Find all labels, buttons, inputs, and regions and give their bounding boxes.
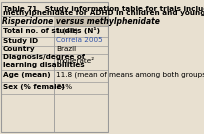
- Text: Brazil: Brazil: [56, 46, 76, 52]
- Text: Study ID: Study ID: [3, 38, 38, 44]
- Text: Table 71   Study information table for trials included in the a: Table 71 Study information table for tri…: [3, 6, 204, 12]
- Text: 11.8 (mean of means among both groups): 11.8 (mean of means among both groups): [56, 72, 204, 78]
- Bar: [54, 16, 108, 26]
- Text: 1 (46): 1 (46): [56, 27, 78, 34]
- Text: Country: Country: [3, 46, 35, 52]
- Text: Total no. of studies (N¹): Total no. of studies (N¹): [3, 27, 100, 34]
- Text: Diagnosis/degree of
learning disabilities: Diagnosis/degree of learning disabilitie…: [3, 55, 85, 68]
- Text: Correia 2005: Correia 2005: [56, 38, 103, 44]
- Text: Age (mean): Age (mean): [3, 72, 50, 78]
- Text: methylphenidate for ADHD in children and young people wit: methylphenidate for ADHD in children and…: [3, 10, 204, 16]
- Text: 24%: 24%: [56, 84, 72, 90]
- Text: Sex (% female): Sex (% female): [3, 84, 64, 90]
- Text: moderate²: moderate²: [56, 58, 94, 64]
- Text: Risperidone versus methylphenidate: Risperidone versus methylphenidate: [2, 17, 160, 26]
